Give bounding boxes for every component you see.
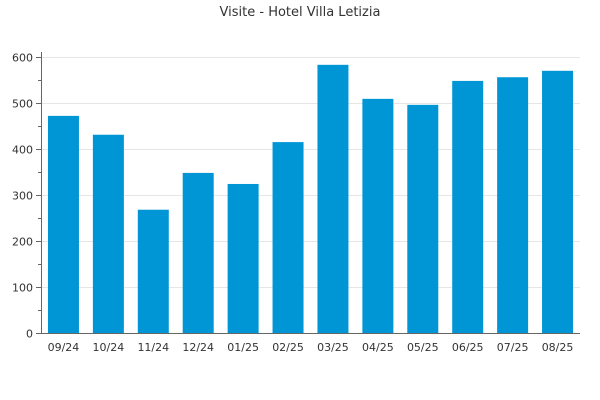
x-tick-label: 04/25 xyxy=(362,341,394,354)
y-tick-label: 600 xyxy=(12,52,33,65)
y-tick-label: 400 xyxy=(12,144,33,157)
bar xyxy=(137,209,169,333)
y-tick-label: 500 xyxy=(12,98,33,111)
x-tick-label: 08/25 xyxy=(542,341,574,354)
x-tick-label: 05/25 xyxy=(407,341,439,354)
bar xyxy=(92,134,124,333)
x-tick-label: 06/25 xyxy=(452,341,484,354)
bar xyxy=(452,80,484,333)
bar xyxy=(542,70,574,334)
bar xyxy=(47,115,79,333)
y-tick-label: 300 xyxy=(12,190,33,203)
y-tick-label: 100 xyxy=(12,282,33,295)
chart-title: Visite - Hotel Villa Letizia xyxy=(220,5,381,20)
bar xyxy=(362,98,394,333)
bar xyxy=(272,142,304,333)
bar xyxy=(407,104,439,333)
x-tick-label: 01/25 xyxy=(227,341,259,354)
y-axis-ticks: 0 100 200 300 400 500 600 xyxy=(12,52,41,341)
bar xyxy=(227,183,259,333)
y-tick-label: 200 xyxy=(12,236,33,249)
bar xyxy=(497,77,529,334)
x-axis-ticks: 09/24 10/24 11/24 12/24 01/25 02/25 03/25 04/25… xyxy=(48,341,574,354)
axis-layer xyxy=(36,52,580,334)
x-tick-label: 07/25 xyxy=(497,341,529,354)
x-tick-label: 12/24 xyxy=(182,341,214,354)
bar xyxy=(182,172,214,333)
y-tick-label: 0 xyxy=(26,328,33,341)
x-tick-label: 11/24 xyxy=(137,341,169,354)
x-tick-label: 03/25 xyxy=(317,341,349,354)
bar-layer xyxy=(47,64,574,334)
bar xyxy=(317,64,349,333)
x-tick-label: 02/25 xyxy=(272,341,304,354)
x-tick-label: 09/24 xyxy=(48,341,80,354)
x-tick-label: 10/24 xyxy=(93,341,125,354)
grid-layer xyxy=(41,57,580,288)
